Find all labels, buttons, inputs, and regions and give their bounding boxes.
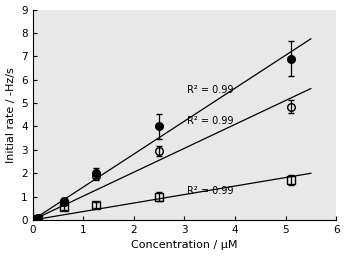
Text: R² = 0.99: R² = 0.99: [187, 186, 234, 196]
Y-axis label: Initial rate / -Hz/s: Initial rate / -Hz/s: [6, 67, 16, 163]
Text: R² = 0.99: R² = 0.99: [187, 85, 234, 95]
Text: R² = 0.99: R² = 0.99: [187, 116, 234, 126]
X-axis label: Concentration / μM: Concentration / μM: [131, 240, 238, 250]
